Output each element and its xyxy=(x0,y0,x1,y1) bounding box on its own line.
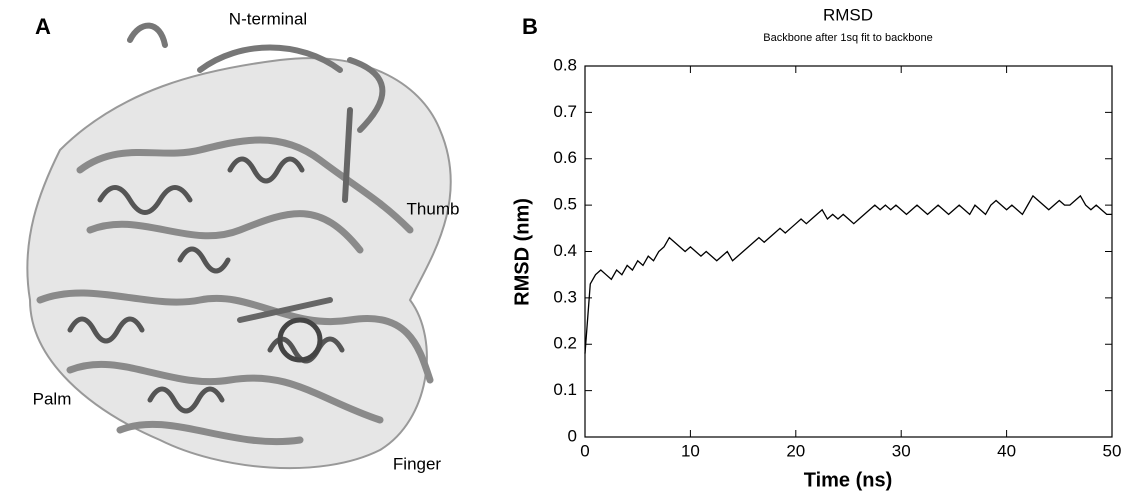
annotation: Palm xyxy=(33,389,72,408)
protein-structure xyxy=(26,22,452,470)
y-tick-label: 0.1 xyxy=(553,380,577,399)
y-tick-label: 0.2 xyxy=(553,334,577,353)
annotation: Thumb xyxy=(407,199,460,218)
x-tick-label: 20 xyxy=(786,441,805,460)
y-tick-label: 0.8 xyxy=(553,55,577,74)
y-tick-label: 0 xyxy=(568,426,577,445)
x-tick-label: 30 xyxy=(892,441,911,460)
x-tick-label: 0 xyxy=(580,441,589,460)
y-axis-label: RMSD (nm) xyxy=(511,198,533,306)
x-tick-label: 40 xyxy=(997,441,1016,460)
annotation: Finger xyxy=(393,454,442,473)
chart-title: RMSD xyxy=(823,5,873,24)
plot-frame xyxy=(584,65,1113,438)
panel-label: A xyxy=(35,14,51,39)
x-tick-label: 50 xyxy=(1103,441,1122,460)
y-tick-label: 0.5 xyxy=(553,195,577,214)
annotation: N-terminal xyxy=(229,9,307,28)
x-axis-label: Time (ns) xyxy=(804,469,893,491)
panel-label: B xyxy=(522,14,538,39)
y-tick-label: 0.7 xyxy=(553,102,577,121)
data-line xyxy=(584,194,1112,354)
y-tick-label: 0.3 xyxy=(553,287,577,306)
x-tick-label: 10 xyxy=(681,441,700,460)
chart-subtitle: Backbone after 1sq fit to backbone xyxy=(763,32,932,44)
y-tick-label: 0.4 xyxy=(553,241,577,260)
y-tick-label: 0.6 xyxy=(553,148,577,167)
